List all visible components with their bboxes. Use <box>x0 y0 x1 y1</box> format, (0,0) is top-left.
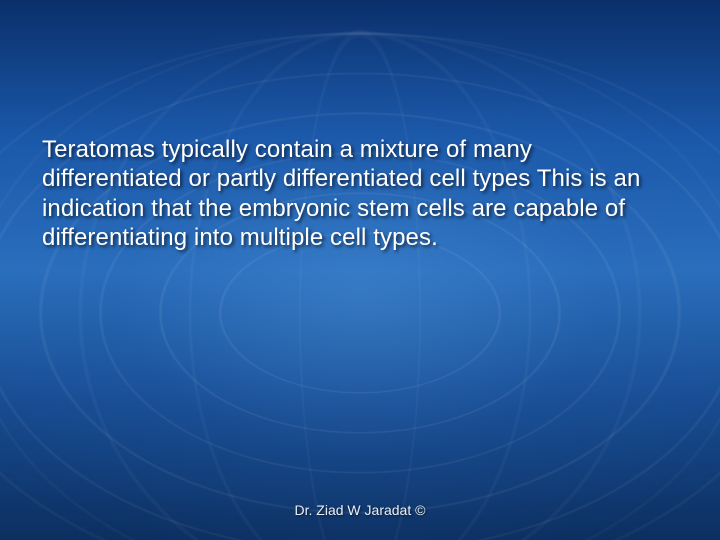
slide: Teratomas typically contain a mixture of… <box>0 0 720 540</box>
slide-body-text: Teratomas typically contain a mixture of… <box>42 135 678 252</box>
slide-footer: Dr. Ziad W Jaradat © <box>0 502 720 518</box>
